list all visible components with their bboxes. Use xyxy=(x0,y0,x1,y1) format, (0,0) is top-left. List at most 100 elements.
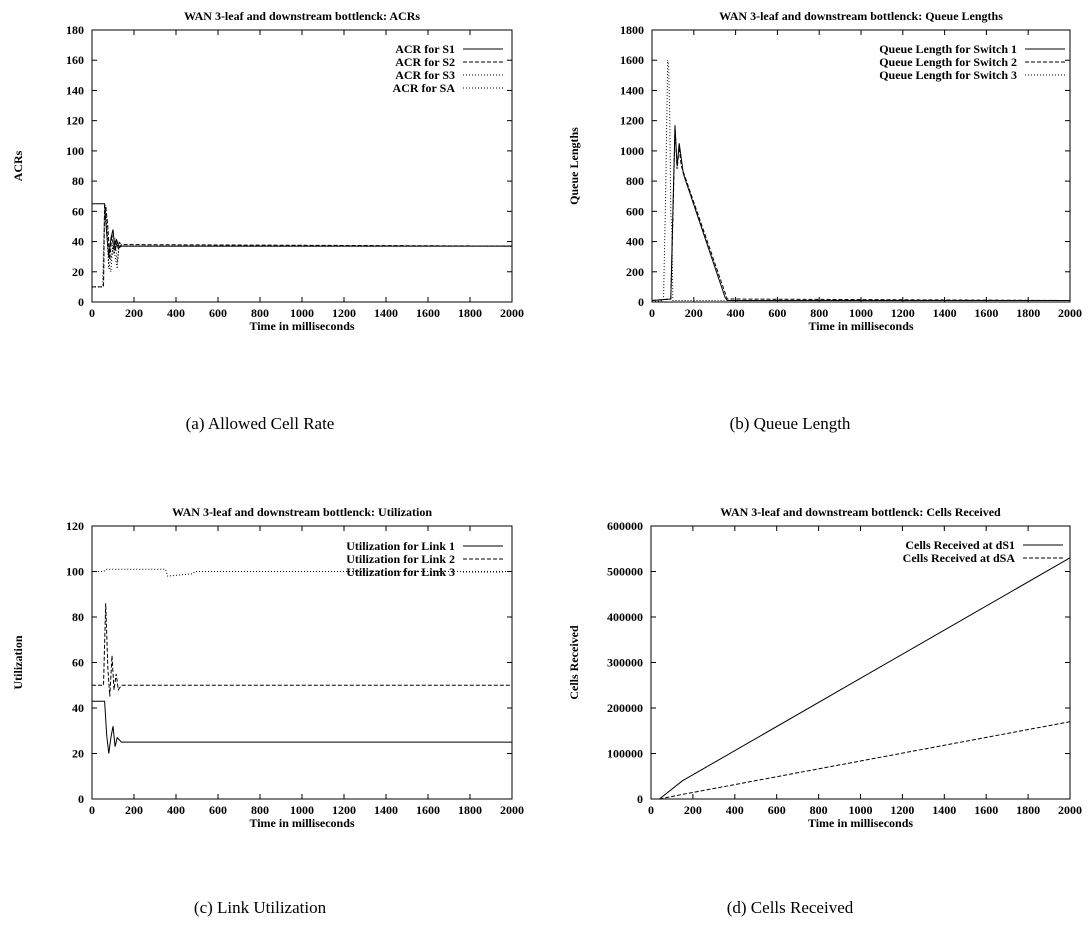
x-tick-label: 1000 xyxy=(849,306,873,320)
x-tick-label: 800 xyxy=(810,803,828,817)
x-tick-label: 2000 xyxy=(1058,803,1082,817)
legend-label-2: Queue Length for Switch 2 xyxy=(879,55,1017,69)
y-tick-label: 600 xyxy=(626,204,644,218)
x-tick-label: 1200 xyxy=(332,803,356,817)
x-tick-label: 1400 xyxy=(932,803,956,817)
x-tick-label: 1200 xyxy=(891,306,915,320)
y-tick-label: 100 xyxy=(66,565,84,579)
y-tick-label: 160 xyxy=(66,53,84,67)
legend-label-1: Utilization for Link 1 xyxy=(346,539,455,553)
queue-length-chart: WAN 3-leaf and downstream bottlenck: Que… xyxy=(567,9,1082,333)
legend-label-1: Cells Received at dS1 xyxy=(905,538,1015,552)
x-tick-label: 0 xyxy=(649,306,655,320)
x-tick-label: 1400 xyxy=(374,803,398,817)
y-tick-label: 0 xyxy=(78,792,84,806)
y-tick-label: 1400 xyxy=(620,83,644,97)
chart-title: WAN 3-leaf and downstream bottlenck: ACR… xyxy=(184,9,420,23)
y-tick-label: 200 xyxy=(626,265,644,279)
legend-label-2: Cells Received at dSA xyxy=(903,551,1016,565)
y-tick-label: 1800 xyxy=(620,23,644,37)
y-tick-label: 800 xyxy=(626,174,644,188)
x-tick-label: 800 xyxy=(810,306,828,320)
y-tick-label: 1000 xyxy=(620,144,644,158)
x-tick-label: 800 xyxy=(251,306,269,320)
x-tick-label: 600 xyxy=(768,306,786,320)
chart-panel-queue: WAN 3-leaf and downstream bottlenck: Que… xyxy=(545,0,1091,360)
series-line-1 xyxy=(652,125,1070,301)
series-line-1 xyxy=(92,203,512,257)
y-tick-label: 140 xyxy=(66,83,84,97)
x-tick-label: 200 xyxy=(684,803,702,817)
x-tick-label: 1600 xyxy=(416,803,440,817)
y-tick-label: 120 xyxy=(66,519,84,533)
series-line-2 xyxy=(659,721,1070,799)
series-line-1 xyxy=(92,700,512,754)
x-tick-label: 1200 xyxy=(890,803,914,817)
series-line-3 xyxy=(92,568,512,577)
x-axis-label: Time in milliseconds xyxy=(808,816,913,830)
chart-panel-cells: WAN 3-leaf and downstream bottlenck: Cel… xyxy=(545,480,1091,840)
y-axis-label: Utilization xyxy=(11,635,25,689)
x-tick-label: 2000 xyxy=(500,306,524,320)
y-tick-label: 500000 xyxy=(607,565,643,579)
y-tick-label: 0 xyxy=(638,295,644,309)
x-tick-label: 600 xyxy=(209,803,227,817)
chart-title: WAN 3-leaf and downstream bottlenck: Cel… xyxy=(720,505,1001,519)
y-axis-label: Cells Received xyxy=(567,625,581,700)
legend-label-2: Utilization for Link 2 xyxy=(346,552,455,566)
legend-label-3: Utilization for Link 3 xyxy=(346,565,455,579)
x-tick-label: 1800 xyxy=(1016,803,1040,817)
series-line-4 xyxy=(92,211,512,288)
x-tick-label: 2000 xyxy=(1058,306,1082,320)
x-tick-label: 1800 xyxy=(458,306,482,320)
legend-label-4: ACR for SA xyxy=(393,81,456,95)
y-tick-label: 1200 xyxy=(620,114,644,128)
legend-label-3: ACR for S3 xyxy=(395,68,455,82)
y-tick-label: 0 xyxy=(78,295,84,309)
y-tick-label: 180 xyxy=(66,23,84,37)
acr-chart: WAN 3-leaf and downstream bottlenck: ACR… xyxy=(11,9,524,333)
utilization-chart: WAN 3-leaf and downstream bottlenck: Uti… xyxy=(11,505,524,830)
y-axis-label: Queue Lengths xyxy=(567,127,581,205)
y-tick-label: 300000 xyxy=(607,656,643,670)
x-tick-label: 800 xyxy=(251,803,269,817)
x-axis-label: Time in milliseconds xyxy=(808,319,913,333)
x-tick-label: 1200 xyxy=(332,306,356,320)
x-tick-label: 1800 xyxy=(458,803,482,817)
y-tick-label: 40 xyxy=(72,235,84,249)
y-tick-label: 60 xyxy=(72,656,84,670)
series-line-2 xyxy=(92,603,512,697)
x-tick-label: 600 xyxy=(209,306,227,320)
caption-c: (c) Link Utilization xyxy=(193,898,327,917)
x-tick-label: 400 xyxy=(167,306,185,320)
x-tick-label: 600 xyxy=(768,803,786,817)
y-tick-label: 20 xyxy=(72,747,84,761)
y-axis-label: ACRs xyxy=(11,150,25,181)
x-tick-label: 1000 xyxy=(290,803,314,817)
chart-panel-utilization: WAN 3-leaf and downstream bottlenck: Uti… xyxy=(0,480,545,840)
y-tick-label: 40 xyxy=(72,701,84,715)
x-tick-label: 1600 xyxy=(416,306,440,320)
y-tick-label: 0 xyxy=(637,792,643,806)
x-tick-label: 1600 xyxy=(974,803,998,817)
x-tick-label: 200 xyxy=(125,803,143,817)
y-tick-label: 20 xyxy=(72,265,84,279)
x-tick-label: 400 xyxy=(167,803,185,817)
plot-frame xyxy=(650,525,1071,800)
y-tick-label: 120 xyxy=(66,114,84,128)
y-tick-label: 100 xyxy=(66,144,84,158)
legend-label-1: Queue Length for Switch 1 xyxy=(879,42,1017,56)
cells-received-chart: WAN 3-leaf and downstream bottlenck: Cel… xyxy=(567,505,1082,830)
x-tick-label: 1800 xyxy=(1016,306,1040,320)
x-tick-label: 200 xyxy=(685,306,703,320)
y-tick-label: 400 xyxy=(626,235,644,249)
x-axis-label: Time in milliseconds xyxy=(249,816,354,830)
x-tick-label: 0 xyxy=(648,803,654,817)
x-tick-label: 400 xyxy=(727,306,745,320)
series-line-2 xyxy=(652,128,1070,301)
x-tick-label: 1000 xyxy=(290,306,314,320)
x-tick-label: 0 xyxy=(89,803,95,817)
legend-label-2: ACR for S2 xyxy=(395,55,455,69)
y-tick-label: 1600 xyxy=(620,53,644,67)
chart-title: WAN 3-leaf and downstream bottlenck: Uti… xyxy=(172,505,432,519)
